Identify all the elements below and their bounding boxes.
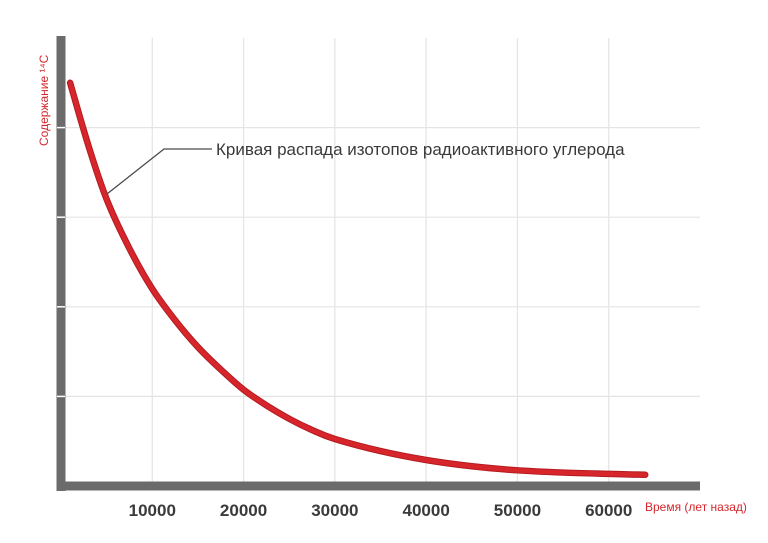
x-tick-label-2: 20000 xyxy=(220,501,267,520)
tick-labels: 10000 20000 30000 40000 50000 60000 xyxy=(129,501,633,520)
x-tick-label-1: 10000 xyxy=(129,501,176,520)
x-tick-label-4: 40000 xyxy=(403,501,450,520)
series-1-line xyxy=(67,80,648,478)
y-axis-title: Содержание ¹⁴C xyxy=(37,54,51,146)
series-layer xyxy=(66,79,649,479)
grid-lines xyxy=(61,38,700,486)
annotation-leader-line xyxy=(106,148,212,195)
axes xyxy=(56,36,700,491)
annotations: Кривая распада изотопов радиоактивного у… xyxy=(106,140,625,195)
x-axis-title: Время (лет назад) xyxy=(645,500,747,514)
x-tick-label-5: 50000 xyxy=(494,501,541,520)
x-tick-label-6: 60000 xyxy=(585,501,632,520)
x-tick-label-3: 30000 xyxy=(311,501,358,520)
annotation-text-1: Кривая распада изотопов радиоактивного у… xyxy=(216,140,625,159)
